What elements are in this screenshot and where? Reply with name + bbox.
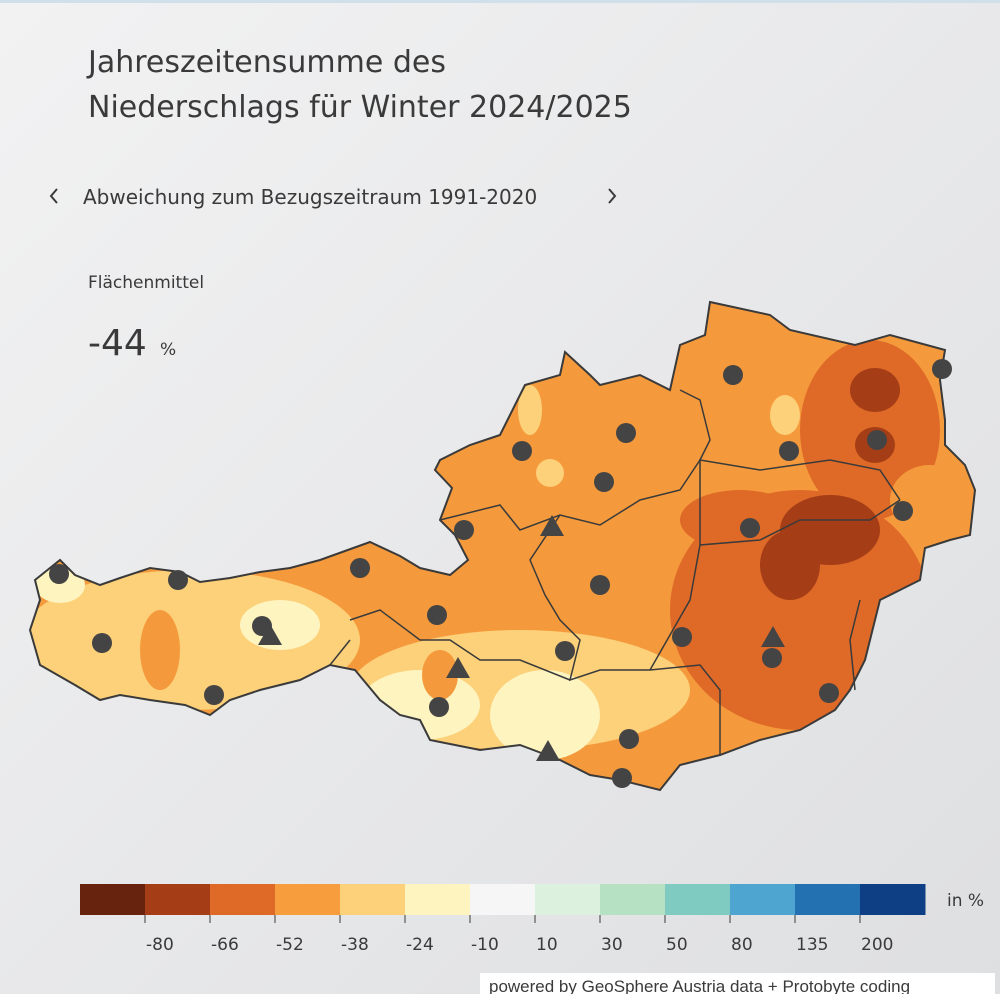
- legend-swatch: [145, 884, 211, 915]
- legend-swatch: [795, 884, 861, 915]
- state-borders: [329, 389, 901, 755]
- legend-tick-label: -52: [276, 935, 304, 955]
- region-fill: [422, 650, 458, 700]
- legend-tick-label: 50: [666, 935, 688, 955]
- legend-tick-label: 80: [731, 935, 753, 955]
- legend-swatch: [535, 884, 601, 915]
- legend-tick-label: 30: [601, 935, 623, 955]
- legend-tick-label: -24: [406, 935, 434, 955]
- legend-swatch: [80, 884, 146, 915]
- credit: powered by GeoSphere Austria data + Prot…: [489, 977, 910, 994]
- legend-tick-label: -10: [471, 935, 499, 955]
- legend-swatch: [665, 884, 731, 915]
- mean-unit: %: [160, 340, 176, 360]
- legend-tick-label: 135: [796, 935, 828, 955]
- legend-tick-label: -38: [341, 935, 369, 955]
- prev-arrow[interactable]: [49, 188, 58, 204]
- region-fill: [760, 530, 820, 600]
- stations: [49, 359, 952, 788]
- region-fill: [240, 600, 320, 650]
- next-arrow[interactable]: [608, 188, 617, 204]
- region-fill: [490, 670, 600, 760]
- region-fill: [140, 610, 180, 690]
- legend-swatch: [405, 884, 471, 915]
- title-line: Niederschlags für Winter 2024/2025: [88, 90, 632, 125]
- legend-tick-label: 10: [536, 935, 558, 955]
- legend-swatch: [470, 884, 536, 915]
- legend-swatch: [600, 884, 666, 915]
- legend-unit: in %: [947, 891, 984, 911]
- region-fill: [35, 567, 85, 603]
- legend-tick-label: -66: [211, 935, 239, 955]
- legend-swatch: [860, 884, 926, 915]
- credit-box: [480, 973, 995, 994]
- title-line: Jahreszeitensumme des: [86, 45, 446, 80]
- legend-swatch: [340, 884, 406, 915]
- legend-swatch: [730, 884, 796, 915]
- mean-label: Flächenmittel: [88, 273, 204, 293]
- subtitle: Abweichung zum Bezugszeitraum 1991-2020: [83, 185, 537, 209]
- legend-swatch: [275, 884, 341, 915]
- mean-value: -44: [88, 323, 147, 364]
- region-fill: [850, 368, 900, 412]
- top-border: [0, 0, 1000, 3]
- region-fill: [518, 385, 542, 435]
- legend-swatch: [210, 884, 276, 915]
- region-fill: [536, 459, 564, 487]
- legend: -80 -66 -52 -38 -24 -10 10 30 50 80 135 200 in %: [80, 884, 984, 955]
- region-fill: [890, 465, 970, 535]
- region-fill: [770, 395, 800, 435]
- legend-tick-label: 200: [861, 935, 893, 955]
- legend-tick-label: -80: [146, 935, 174, 955]
